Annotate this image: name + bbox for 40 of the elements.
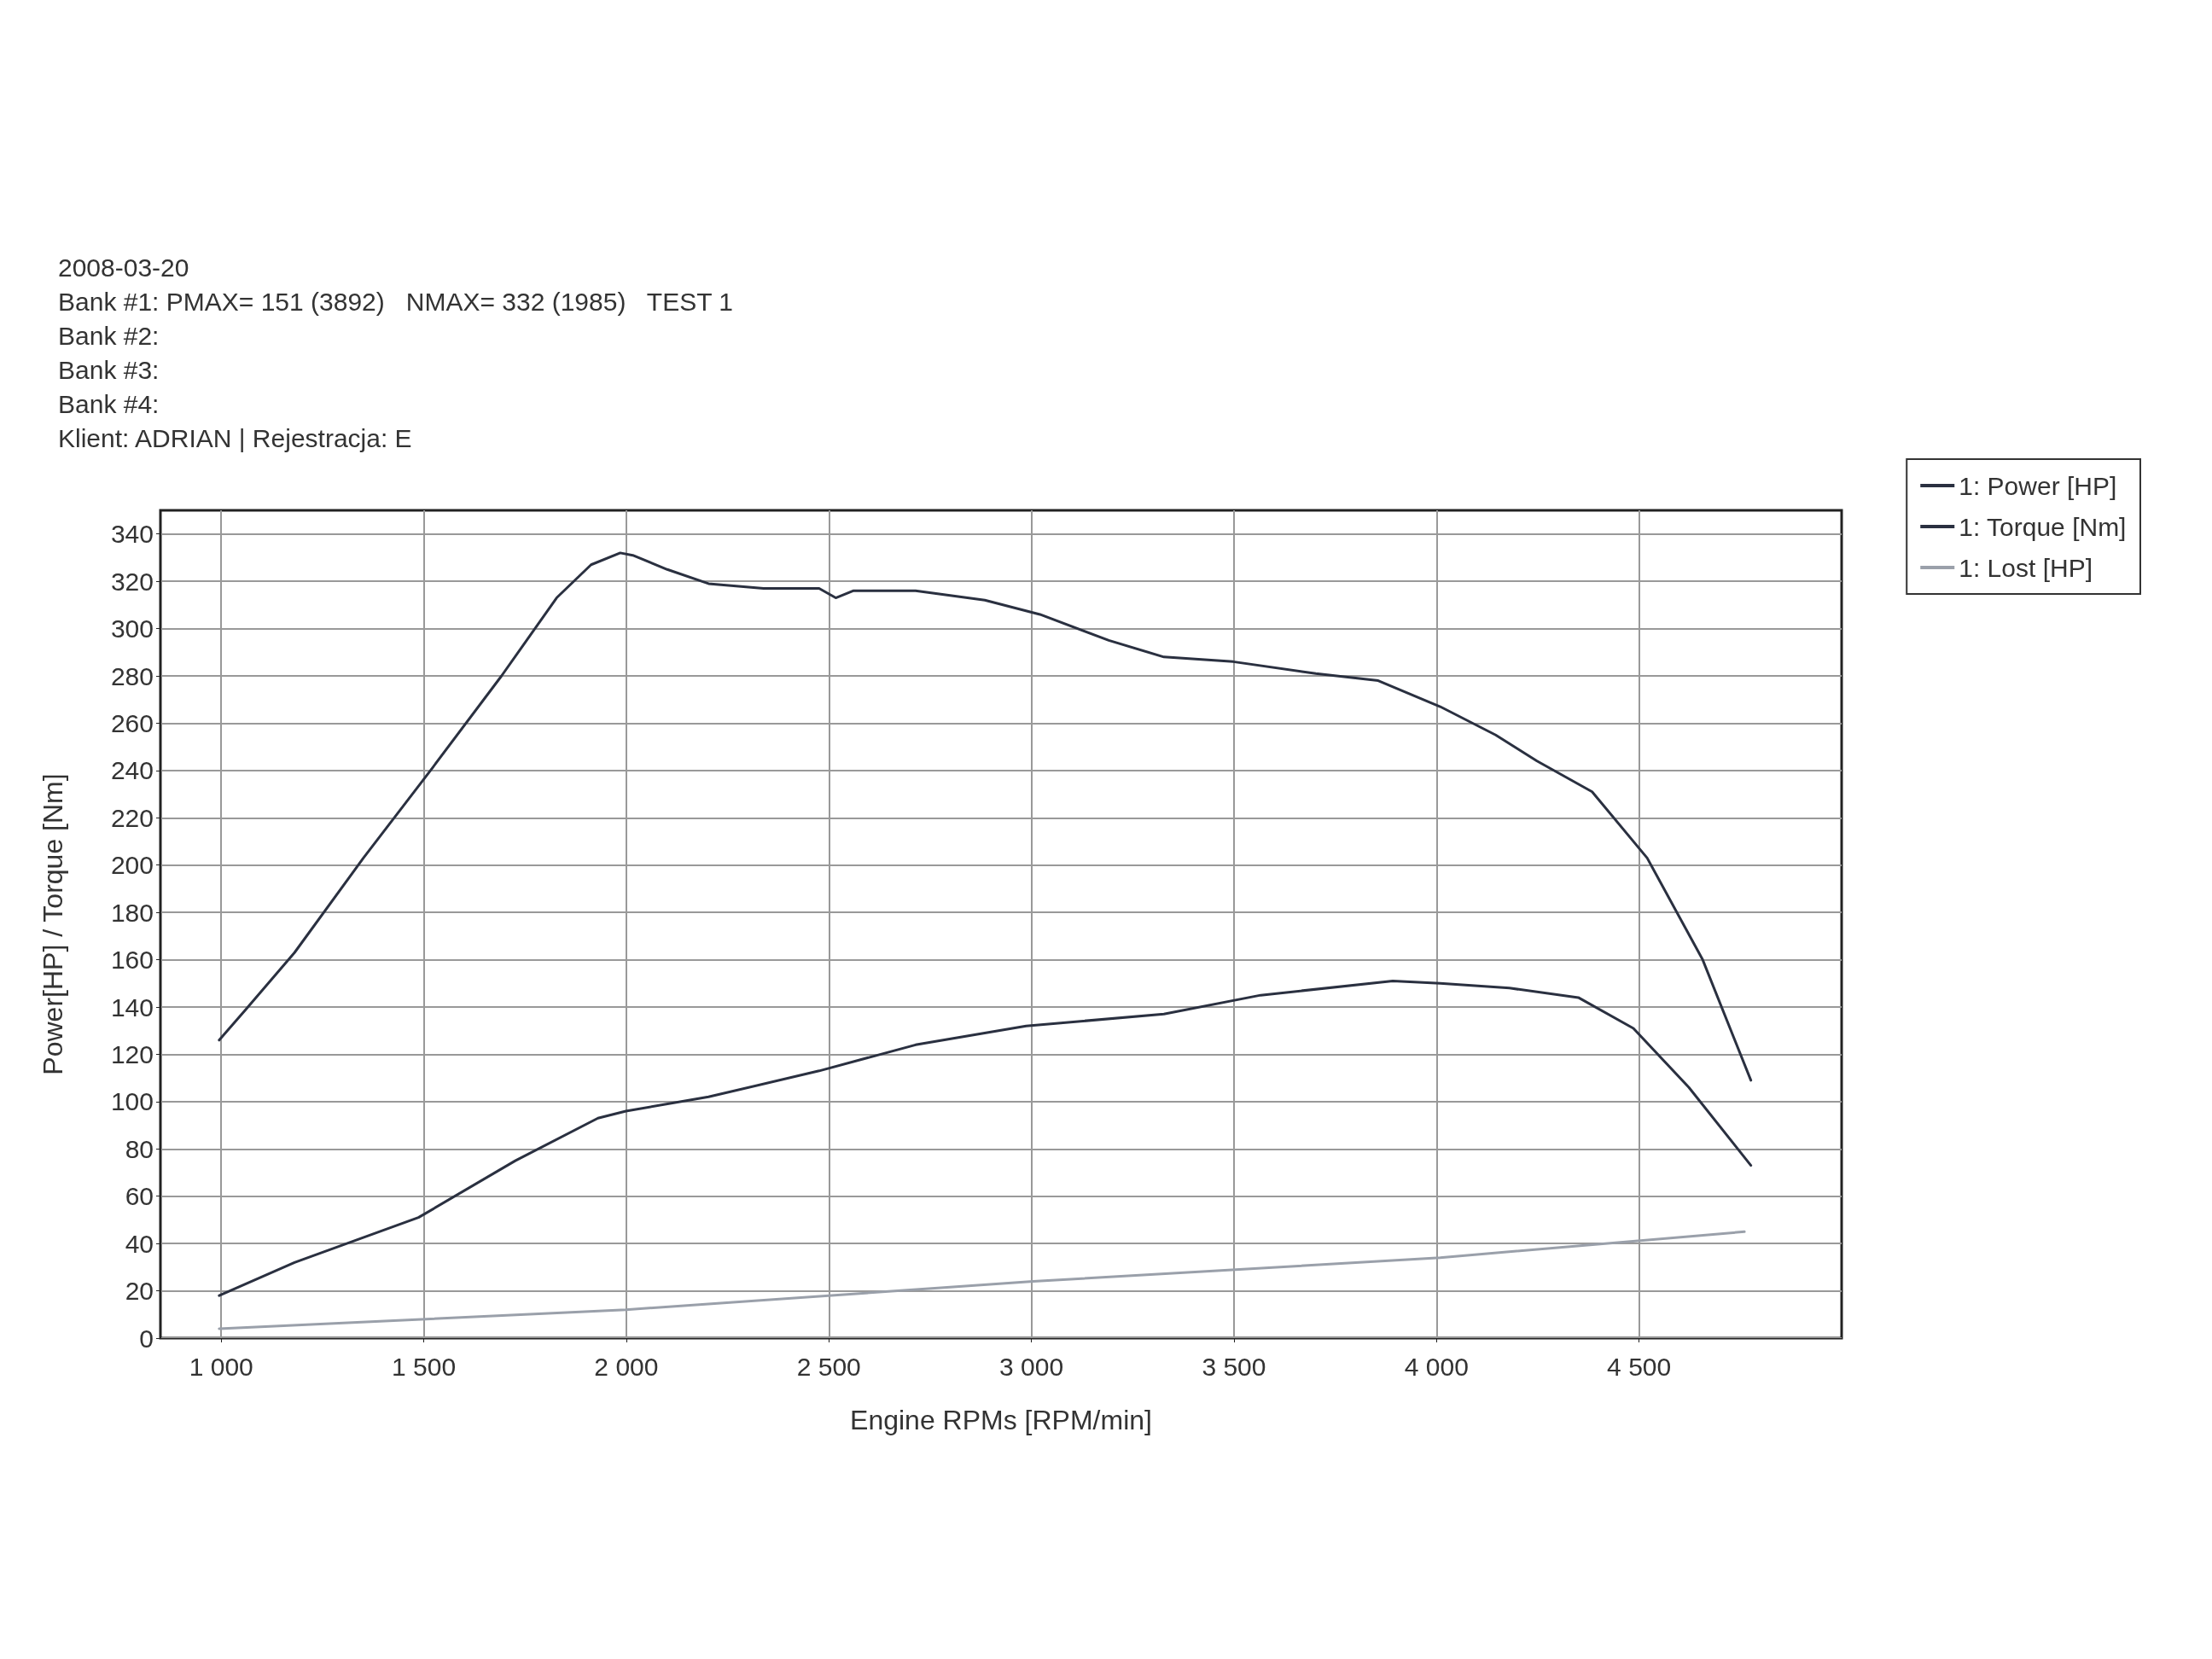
x-tick-label: 2 500 <box>796 1352 861 1381</box>
y-tick-label: 300 <box>110 614 154 643</box>
y-tick-label: 260 <box>110 708 154 737</box>
y-tick-label: 160 <box>110 946 154 975</box>
y-tick-label: 220 <box>110 803 154 832</box>
y-axis-title: Power[HP] / Torque [Nm] <box>38 773 68 1075</box>
y-tick-label: 180 <box>110 898 154 927</box>
y-tick-label: 140 <box>110 992 154 1022</box>
legend-label: 1: Lost [HP] <box>1959 553 2093 582</box>
x-axis-title: Engine RPMs [RPM/min] <box>850 1405 1152 1435</box>
y-tick-label: 100 <box>110 1087 154 1116</box>
y-tick-label: 340 <box>110 520 154 549</box>
text: Klient: ADRIAN | Rejestracja: E <box>58 423 412 452</box>
line-series <box>218 1230 1746 1330</box>
line-series <box>218 980 1753 1297</box>
text: Bank #1: PMAX= 151 (3892) NMAX= 332 (1985) TEST 1 <box>58 287 733 316</box>
y-tick-label: 320 <box>110 567 154 596</box>
x-tick-label: 1 000 <box>189 1352 253 1381</box>
text: 2008-03-20 <box>58 253 189 282</box>
x-tick-label: 1 500 <box>392 1352 457 1381</box>
y-tick-label: 60 <box>125 1182 154 1211</box>
line-series <box>218 551 1753 1082</box>
y-tick-label: 200 <box>110 851 154 880</box>
y-tick-label: 280 <box>110 661 154 690</box>
text: Bank #2: <box>58 321 160 350</box>
y-tick-label: 120 <box>110 1039 154 1068</box>
x-tick-label: 4 500 <box>1607 1352 1672 1381</box>
legend-label: 1: Power [HP] <box>1959 471 2117 500</box>
y-tick-label: 240 <box>110 756 154 785</box>
y-tick-label: 0 <box>139 1324 154 1353</box>
text: Bank #3: <box>58 355 160 384</box>
y-tick-label: 20 <box>125 1277 154 1306</box>
x-tick-label: 2 000 <box>594 1352 659 1381</box>
x-tick-label: 3 500 <box>1202 1352 1266 1381</box>
text: Bank #4: <box>58 389 160 418</box>
y-tick-label: 40 <box>125 1229 154 1258</box>
x-tick-label: 4 000 <box>1404 1352 1469 1381</box>
y-tick-label: 80 <box>125 1134 154 1163</box>
x-tick-label: 3 000 <box>999 1352 1064 1381</box>
legend-label: 1: Torque [Nm] <box>1959 512 2127 541</box>
